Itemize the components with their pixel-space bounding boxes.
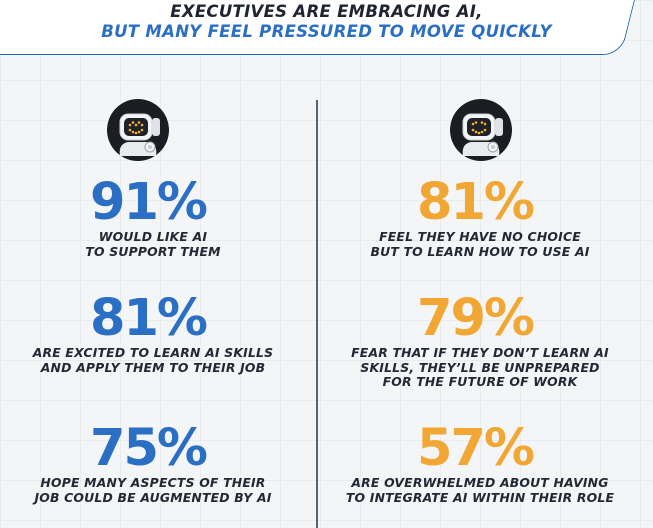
stat-left-2: 81% ARE EXCITED TO LEARN AI SKILLS AND A…: [0, 292, 326, 375]
stat-caption: HOPE MANY ASPECTS OF THEIR JOB COULD BE …: [34, 475, 272, 505]
stat-value: 75%: [89, 419, 208, 478]
column-divider: [316, 100, 318, 528]
stat-value: 57%: [416, 419, 535, 478]
stat-caption: WOULD LIKE AI TO SUPPORT THEM: [85, 229, 221, 259]
stat-right-2: 79% FEAR THAT IF THEY DON’T LEARN AI SKI…: [327, 292, 653, 390]
left-column: 91% WOULD LIKE AI TO SUPPORT THEM 81% AR…: [0, 0, 326, 528]
stat-caption: FEEL THEY HAVE NO CHOICE BUT TO LEARN HO…: [370, 229, 590, 259]
stat-value: 79%: [416, 289, 535, 348]
stat-value: 81%: [89, 289, 208, 348]
robot-icon: [450, 99, 512, 161]
stat-value: 81%: [416, 173, 535, 232]
stat-right-3: 57% ARE OVERWHELMED ABOUT HAVING TO INTE…: [327, 422, 653, 505]
stat-left-3: 75% HOPE MANY ASPECTS OF THEIR JOB COULD…: [0, 422, 326, 505]
stat-caption: ARE OVERWHELMED ABOUT HAVING TO INTEGRAT…: [345, 475, 615, 505]
robot-icon: [107, 99, 169, 161]
header-title-line1: EXECUTIVES ARE EMBRACING AI,: [170, 2, 483, 21]
stat-left-1: 91% WOULD LIKE AI TO SUPPORT THEM: [0, 176, 326, 259]
stat-caption: FEAR THAT IF THEY DON’T LEARN AI SKILLS,…: [351, 345, 609, 389]
stat-value: 91%: [89, 173, 208, 232]
stat-caption: ARE EXCITED TO LEARN AI SKILLS AND APPLY…: [32, 345, 274, 375]
header-title-line2: BUT MANY FEEL PRESSURED TO MOVE QUICKLY: [101, 22, 552, 41]
stat-right-1: 81% FEEL THEY HAVE NO CHOICE BUT TO LEAR…: [327, 176, 653, 259]
right-column: 81% FEEL THEY HAVE NO CHOICE BUT TO LEAR…: [327, 0, 653, 528]
